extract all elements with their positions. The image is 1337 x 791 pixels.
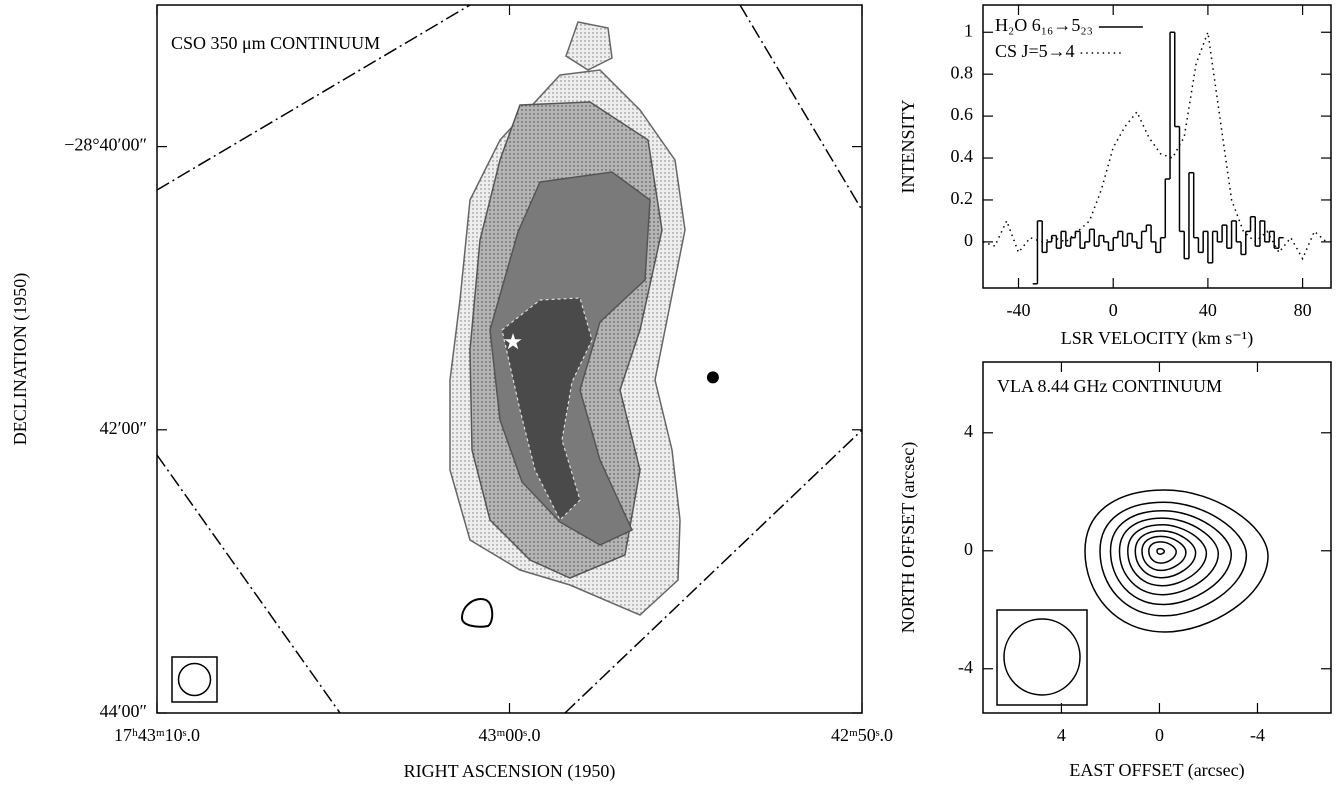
y-axis-label: INTENSITY: [898, 100, 918, 194]
y-tick-label: 0.6: [951, 104, 974, 124]
y-tick-label: 0: [964, 230, 973, 250]
x-tick-label: -4: [1250, 725, 1265, 745]
boundary-line: [156, 454, 341, 714]
y-axis-label: NORTH OFFSET (arcsec): [898, 442, 919, 634]
x-tick-label: 0: [1155, 725, 1164, 745]
chart-title: VLA 8.44 GHz CONTINUUM: [997, 376, 1222, 396]
y-tick-label: 0: [964, 539, 973, 559]
star-marker: [504, 333, 522, 350]
map-boundary: [156, 4, 863, 714]
contour: [501, 297, 593, 522]
contour: [460, 598, 494, 628]
spectrum-line: [982, 32, 1327, 261]
contour: [1127, 524, 1208, 587]
boundary-line: [564, 429, 863, 714]
beam-box: [171, 656, 218, 703]
y-tick-label: 42′00″: [100, 418, 147, 438]
x-tick-label: 40: [1199, 300, 1217, 320]
contour: [1084, 489, 1269, 633]
y-axis-label: DECLINATION (1950): [10, 273, 31, 445]
y-tick-label: -4: [958, 657, 973, 677]
contour: [1148, 541, 1177, 564]
boundary-line: [156, 4, 471, 191]
x-axis-label: LSR VELOCITY (km s⁻¹): [1061, 328, 1253, 349]
contour: [1099, 501, 1248, 617]
beam: [177, 662, 212, 697]
x-axis-label: RIGHT ASCENSION (1950): [404, 761, 616, 782]
vla-beam: [996, 609, 1088, 706]
y-tick-label: 0.8: [951, 62, 974, 82]
contour: [1141, 535, 1187, 572]
x-tick-label: 43ᵐ00ˢ.0: [478, 725, 540, 745]
y-tick-label: 4: [964, 421, 973, 441]
y-tick-label: 0.4: [951, 146, 974, 166]
x-axis-label: EAST OFFSET (arcsec): [1069, 760, 1244, 781]
beam-box: [996, 609, 1088, 706]
plot-frame: [982, 4, 1332, 289]
x-tick-label: 80: [1294, 300, 1312, 320]
legend-label: CS J=5→4: [995, 41, 1075, 61]
contour: [565, 21, 613, 71]
beam: [1003, 618, 1081, 696]
contour: [1156, 547, 1166, 555]
x-tick-label: 17ʰ43ᵐ10ˢ.0: [114, 725, 200, 745]
x-tick-label: 0: [1109, 300, 1118, 320]
x-tick-label: -40: [1007, 300, 1031, 320]
legend-label: H₂O 6₁₆→5₂₃: [995, 15, 1093, 35]
map-image: [156, 4, 863, 714]
y-tick-label: 44′00″: [100, 701, 147, 721]
plot-frame: [982, 361, 1332, 714]
chart-title: CSO 350 μm CONTINUUM: [171, 33, 380, 53]
contour: [1118, 517, 1220, 596]
y-tick-label: 1: [964, 20, 973, 40]
dot-marker: [706, 371, 719, 384]
y-tick-label: 0.2: [951, 188, 974, 208]
x-tick-label: 4: [1057, 725, 1066, 745]
boundary-line: [739, 4, 863, 211]
x-tick-label: 42ᵐ50ˢ.0: [831, 725, 893, 745]
y-tick-label: −28°40′00″: [64, 135, 147, 155]
contour: [1109, 509, 1233, 606]
contour: [1134, 530, 1197, 579]
